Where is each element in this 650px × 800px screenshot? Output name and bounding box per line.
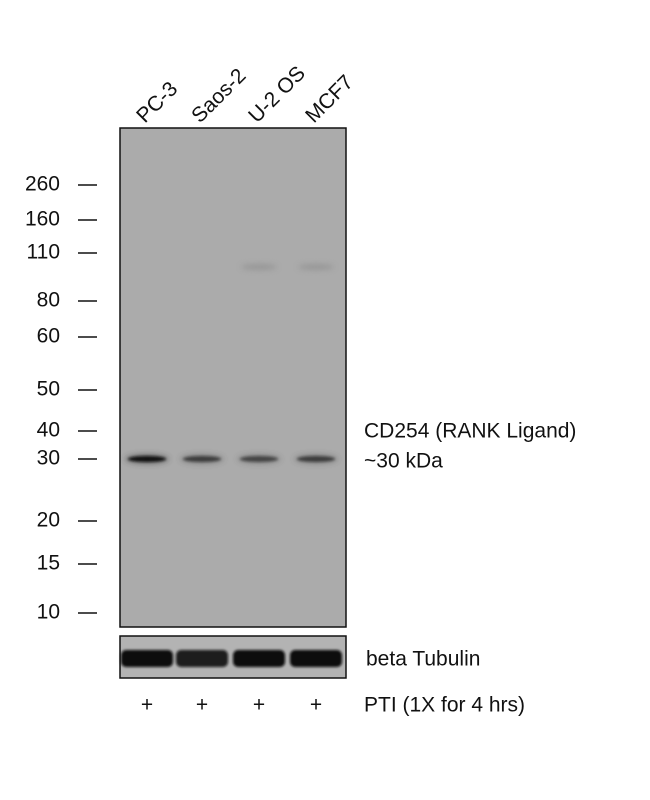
band [183,456,221,462]
marker-label: 60 [37,325,60,348]
band [297,456,335,462]
treatment-sign: + [253,694,265,717]
marker-label: 10 [37,601,60,624]
treatment-sign: + [196,694,208,717]
marker-label: 40 [37,419,60,442]
lane-label: MCF7 [301,71,358,128]
marker-label: 50 [37,378,60,401]
target-size: ~30 kDa [364,450,443,473]
tubulin-band [176,650,228,667]
faint-band [241,264,277,270]
treatment-sign: + [310,694,322,717]
blot-membrane [119,127,347,628]
lane-label: PC-3 [132,77,182,127]
marker-label: 15 [37,552,60,575]
marker-label: 260 [25,173,60,196]
treatment-label: PTI (1X for 4 hrs) [364,694,525,717]
marker-label: 110 [27,241,60,264]
tubulin-band [233,650,285,667]
treatment-sign: + [141,694,153,717]
tubulin-band [121,650,173,667]
band [240,456,278,462]
lane-label: Saos-2 [187,64,250,127]
target-name: CD254 (RANK Ligand) [364,420,576,443]
band [128,456,166,462]
lane-label: U-2 OS [244,62,310,128]
faint-band [298,264,334,270]
marker-label: 80 [37,289,60,312]
marker-label: 20 [37,509,60,532]
marker-label: 160 [25,208,60,231]
loading-control-label: beta Tubulin [366,648,480,671]
marker-label: 30 [37,447,60,470]
tubulin-band [290,650,342,667]
